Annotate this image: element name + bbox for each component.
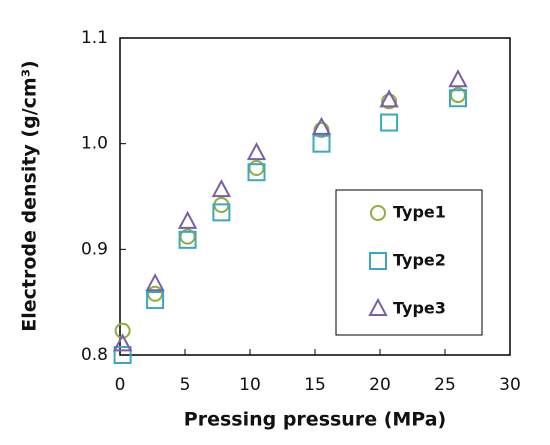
legend-label: Type3: [393, 299, 446, 318]
legend-box: [335, 189, 483, 336]
x-axis-label: Pressing pressure (MPa): [184, 409, 446, 431]
data-point: [247, 163, 266, 182]
data-point: [380, 113, 399, 132]
data-point: [449, 89, 467, 108]
data-point: [381, 93, 398, 110]
x-tick-label: 25: [434, 375, 456, 395]
y-tick-label: 0.9: [81, 239, 108, 259]
x-tick-label: 5: [180, 375, 191, 395]
data-point: [311, 116, 332, 135]
x-tick-label: 30: [499, 375, 521, 395]
y-tick-label: 0.8: [81, 345, 108, 365]
y-axis-label: Electrode density (g/cm³): [19, 60, 41, 331]
data-point: [379, 89, 399, 108]
data-point: [177, 210, 198, 229]
x-tick-label: 15: [304, 375, 326, 395]
legend-marker: [369, 252, 387, 270]
data-point: [145, 273, 165, 292]
data-point: [114, 322, 131, 339]
x-tick-label: 0: [115, 375, 126, 395]
legend-label: Type1: [393, 203, 446, 222]
legend-label: Type2: [393, 251, 446, 270]
legend-marker: [368, 297, 388, 316]
x-tick-label: 20: [369, 375, 391, 395]
y-tick-label: 1.1: [81, 28, 108, 48]
data-point: [146, 291, 165, 310]
x-tick-label: 10: [239, 375, 261, 395]
data-point: [178, 230, 197, 249]
data-point: [312, 134, 331, 153]
data-point: [212, 203, 231, 222]
data-point: [147, 285, 164, 302]
data-point: [448, 69, 468, 88]
data-point: [246, 142, 267, 161]
data-point: [211, 179, 232, 198]
data-point: [248, 159, 265, 176]
y-tick-label: 1.0: [81, 134, 108, 154]
legend-marker: [370, 205, 386, 221]
data-point: [113, 346, 132, 364]
data-point: [112, 333, 133, 352]
